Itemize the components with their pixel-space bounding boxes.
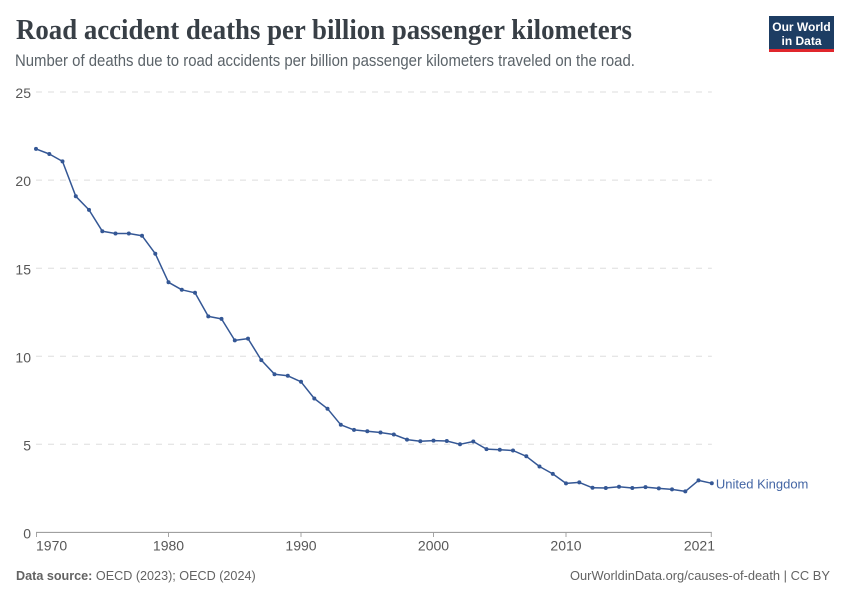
svg-text:2010: 2010 [550, 538, 581, 554]
svg-text:15: 15 [15, 261, 31, 277]
svg-text:10: 10 [15, 349, 31, 365]
svg-text:5: 5 [23, 437, 31, 453]
svg-text:1970: 1970 [36, 538, 67, 554]
svg-text:25: 25 [15, 85, 31, 101]
svg-text:20: 20 [15, 173, 31, 189]
svg-text:United Kingdom: United Kingdom [716, 476, 809, 491]
svg-text:1980: 1980 [153, 538, 184, 554]
svg-text:2021: 2021 [684, 538, 715, 554]
svg-text:2000: 2000 [418, 538, 449, 554]
svg-text:1990: 1990 [285, 538, 316, 554]
svg-text:0: 0 [23, 526, 31, 542]
